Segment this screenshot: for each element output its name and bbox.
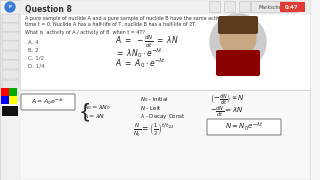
FancyBboxPatch shape — [280, 2, 305, 12]
Text: $N = N_0 e^{-\lambda t}$: $N = N_0 e^{-\lambda t}$ — [225, 121, 263, 133]
FancyBboxPatch shape — [239, 1, 251, 12]
FancyBboxPatch shape — [0, 0, 20, 180]
FancyBboxPatch shape — [20, 0, 310, 180]
Text: A. 4: A. 4 — [28, 39, 39, 44]
FancyBboxPatch shape — [20, 0, 310, 14]
FancyBboxPatch shape — [20, 90, 310, 180]
FancyBboxPatch shape — [2, 60, 19, 69]
FancyBboxPatch shape — [2, 31, 19, 40]
Text: $A\ =\ A_0 \cdot e^{-\lambda t}$: $A\ =\ A_0 \cdot e^{-\lambda t}$ — [115, 56, 166, 70]
Text: C. 1/2: C. 1/2 — [28, 55, 44, 60]
Text: $-\frac{dN}{dt} = \lambda N$: $-\frac{dN}{dt} = \lambda N$ — [210, 105, 243, 120]
FancyBboxPatch shape — [9, 96, 17, 104]
FancyBboxPatch shape — [2, 80, 19, 89]
Text: $A = \lambda N$: $A = \lambda N$ — [83, 112, 106, 120]
Text: $N_0$ - Initial: $N_0$ - Initial — [140, 96, 169, 104]
Circle shape — [5, 2, 15, 12]
FancyBboxPatch shape — [2, 14, 19, 22]
FancyBboxPatch shape — [2, 69, 19, 78]
Text: $N$ - Left: $N$ - Left — [140, 104, 162, 112]
Text: Question 8: Question 8 — [25, 4, 72, 14]
Circle shape — [210, 14, 266, 70]
FancyBboxPatch shape — [216, 50, 260, 76]
FancyBboxPatch shape — [252, 1, 298, 12]
FancyBboxPatch shape — [210, 1, 220, 12]
Text: A pure sample of nuclide A and a pure sample of nuclide B have the same activity: A pure sample of nuclide A and a pure sa… — [25, 15, 233, 21]
Text: $\left(-\frac{dN}{dt}\right) \propto N$: $\left(-\frac{dN}{dt}\right) \propto N$ — [210, 93, 245, 107]
FancyBboxPatch shape — [2, 22, 19, 32]
FancyBboxPatch shape — [2, 51, 19, 60]
FancyBboxPatch shape — [1, 96, 9, 104]
FancyBboxPatch shape — [2, 40, 19, 50]
FancyBboxPatch shape — [207, 119, 281, 135]
FancyBboxPatch shape — [9, 88, 17, 96]
FancyBboxPatch shape — [2, 91, 19, 100]
Text: time t = 0. Nuclide A has a half-life of T, nuclide B has a half-life of 2T.: time t = 0. Nuclide A has a half-life of… — [25, 21, 196, 26]
Circle shape — [220, 20, 256, 56]
FancyBboxPatch shape — [218, 16, 258, 34]
FancyBboxPatch shape — [21, 94, 75, 110]
Text: $A_0 = \lambda N_0$: $A_0 = \lambda N_0$ — [83, 103, 111, 112]
FancyBboxPatch shape — [225, 1, 236, 12]
Text: $=\ \lambda N_0 \cdot e^{-\lambda t}$: $=\ \lambda N_0 \cdot e^{-\lambda t}$ — [115, 46, 163, 60]
Text: B. 2: B. 2 — [28, 48, 39, 53]
Text: Markscheme: Markscheme — [258, 4, 290, 10]
FancyBboxPatch shape — [1, 88, 9, 96]
Text: What is  activity of A / activity of B  when t = 4T?: What is activity of A / activity of B wh… — [25, 30, 145, 35]
Text: 0:47: 0:47 — [285, 4, 299, 10]
Text: $A=A_0 e^{-\lambda t}$: $A=A_0 e^{-\lambda t}$ — [31, 97, 65, 107]
Text: $\frac{N}{N_0} = \left(\frac{1}{2}\right)^{t/t_{1/2}}$: $\frac{N}{N_0} = \left(\frac{1}{2}\right… — [133, 121, 175, 139]
Text: $\lambda$ - Decay Const: $\lambda$ - Decay Const — [140, 111, 186, 120]
Text: D. 1/4: D. 1/4 — [28, 64, 44, 69]
FancyBboxPatch shape — [2, 106, 18, 116]
Text: P: P — [9, 5, 12, 9]
Text: $A\ =\ -\frac{dN}{dt}\ =\ \lambda N$: $A\ =\ -\frac{dN}{dt}\ =\ \lambda N$ — [115, 34, 179, 50]
Text: $\{$: $\{$ — [78, 101, 90, 123]
